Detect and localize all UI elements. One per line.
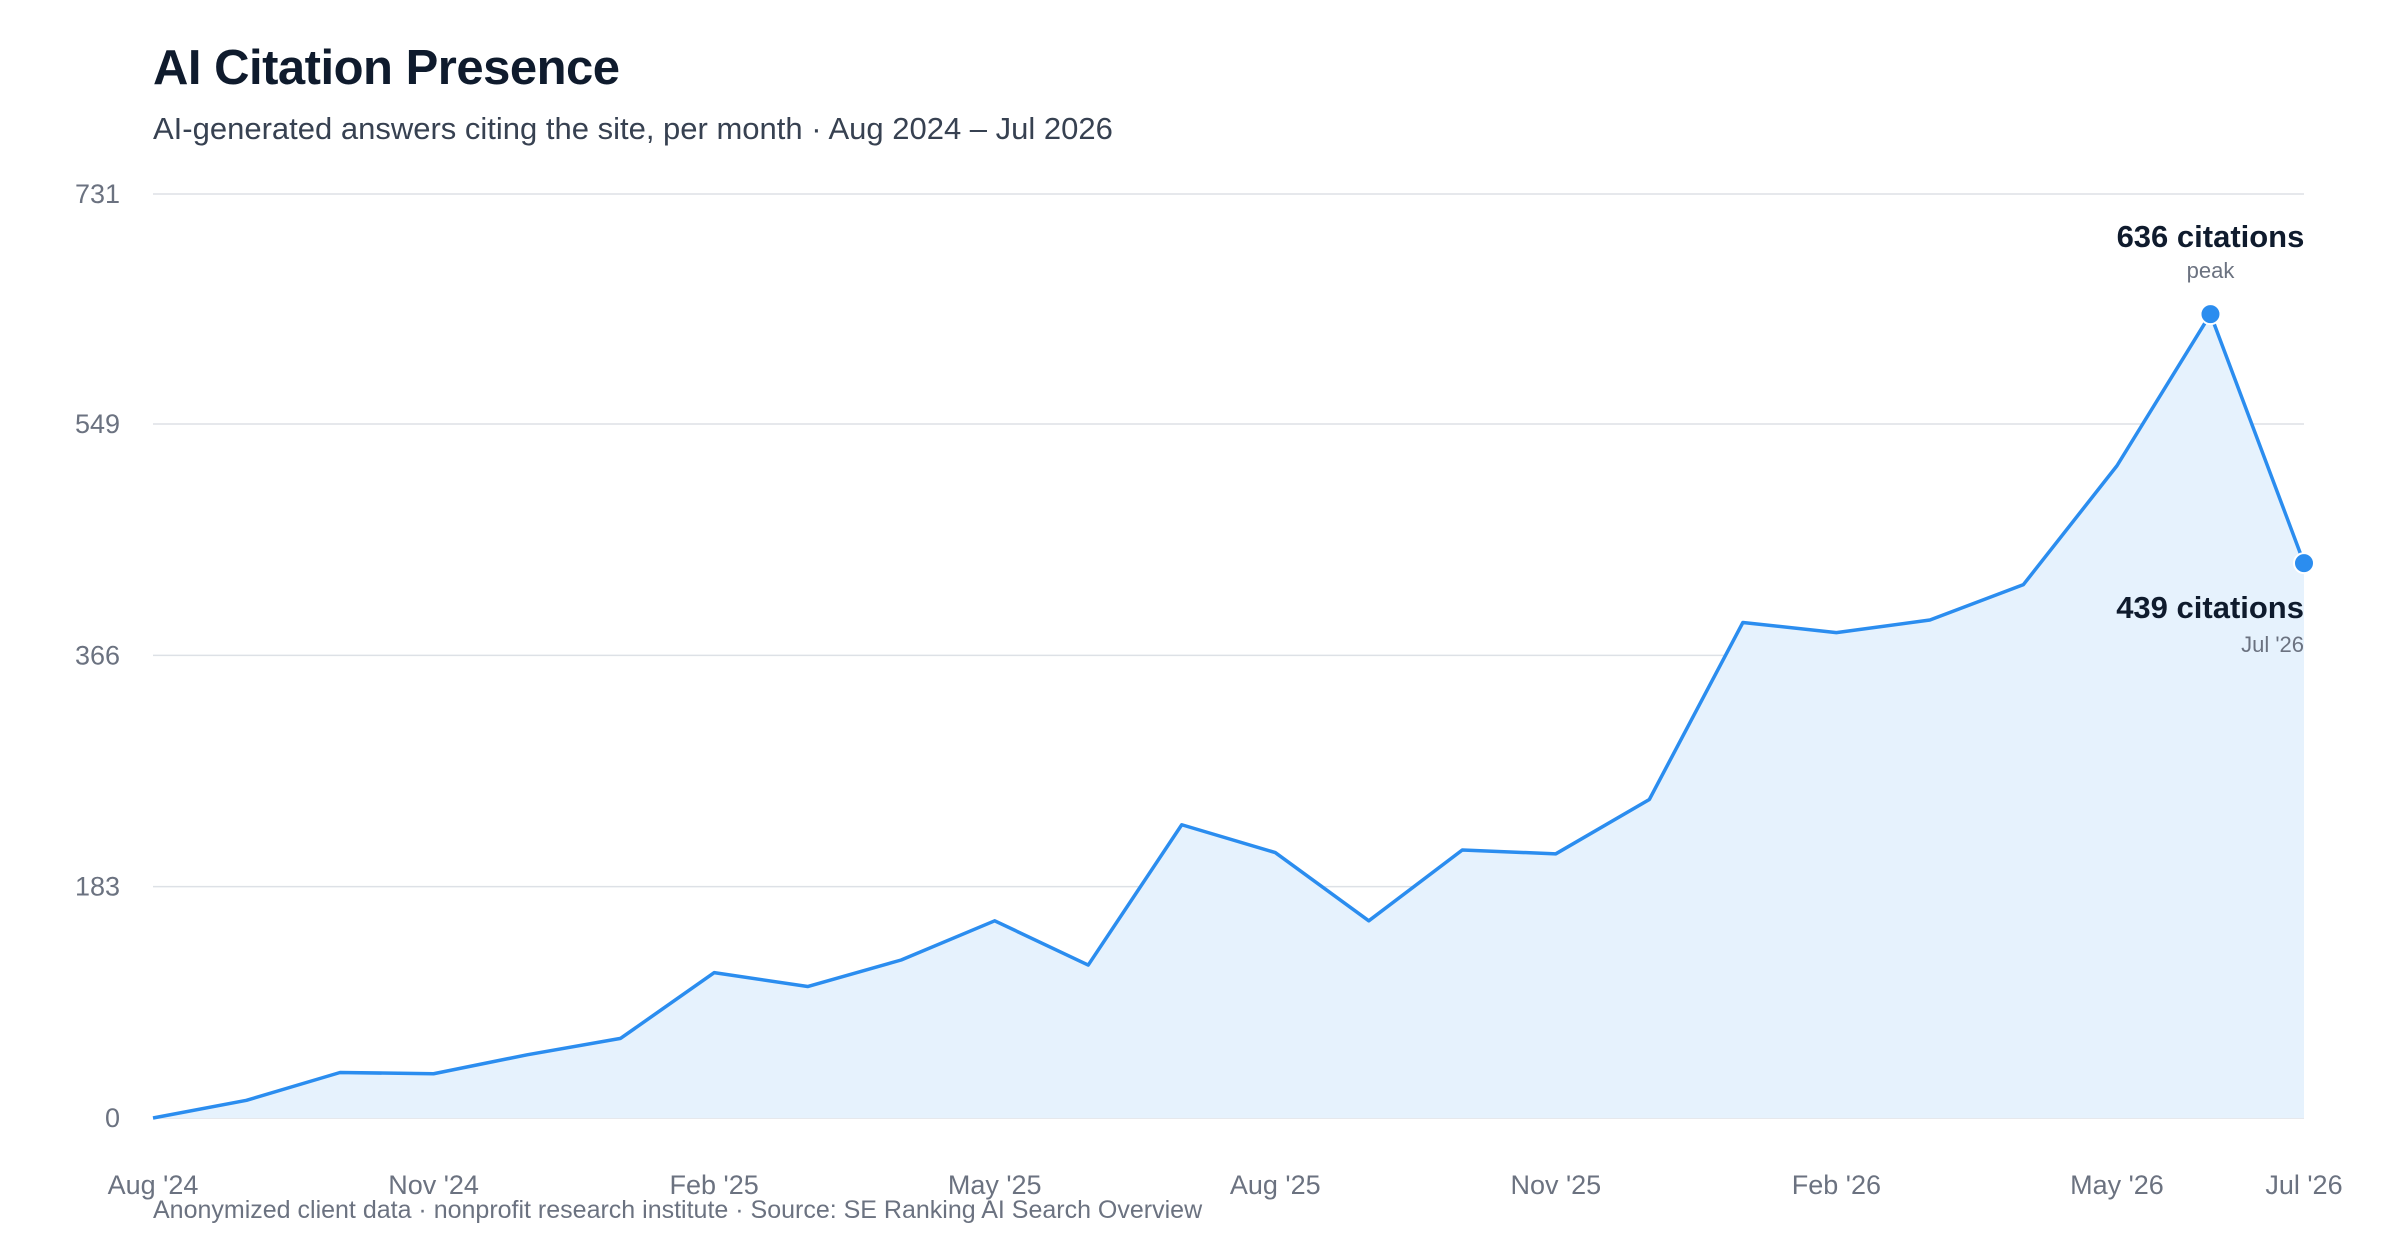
x-tick-label: Nov '25: [1510, 1170, 1601, 1200]
y-tick-label: 366: [75, 640, 120, 670]
x-tick-label: Jul '26: [2265, 1170, 2342, 1200]
x-tick-label: Feb '25: [670, 1170, 759, 1200]
chart-title: AI Citation Presence: [153, 41, 620, 95]
y-tick-label: 549: [75, 409, 120, 439]
annotation-sublabel: peak: [2187, 258, 2236, 283]
x-tick-label: Feb '26: [1792, 1170, 1881, 1200]
y-tick-label: 183: [75, 872, 120, 902]
x-tick-label: May '26: [2070, 1170, 2164, 1200]
annotation-label: 439 citations: [2116, 590, 2304, 625]
annotation-sublabel: Jul '26: [2241, 632, 2304, 657]
x-tick-label: Aug '25: [1230, 1170, 1321, 1200]
y-tick-label: 0: [105, 1103, 120, 1133]
area-fill: [153, 314, 2304, 1118]
x-tick-label: May '25: [948, 1170, 1042, 1200]
annotated-point: [2199, 303, 2222, 326]
x-tick-label: Aug '24: [108, 1170, 199, 1200]
chart-subtitle: AI-generated answers citing the site, pe…: [153, 111, 1113, 146]
annotation-label: 636 citations: [2117, 219, 2305, 254]
x-tick-label: Nov '24: [388, 1170, 479, 1200]
y-tick-label: 731: [75, 179, 120, 209]
source-footnote: Anonymized client data · nonprofit resea…: [153, 1196, 1203, 1224]
series-line: [152, 312, 2306, 1120]
annotated-point: [2293, 552, 2315, 575]
